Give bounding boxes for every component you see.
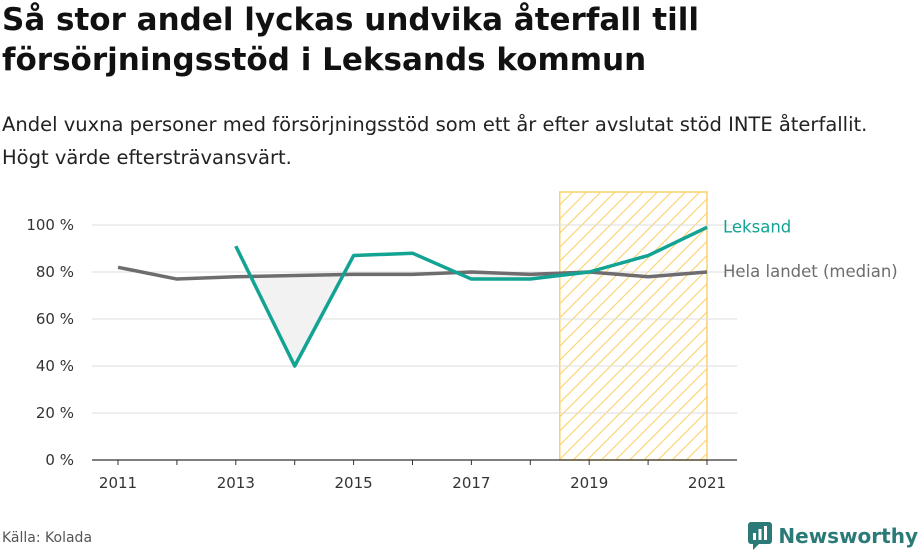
chart-subtitle: Andel vuxna personer med försörjningsstö… [2, 113, 868, 169]
x-tick-label: 2017 [452, 474, 490, 492]
source-note: Källa: Kolada [2, 530, 93, 546]
line-chart: 0 % 20 % 40 % 60 % 80 % 100 % 2011 2013 2015 2017… [26, 191, 898, 492]
below-median-area [250, 274, 344, 366]
y-tick-label: 20 % [36, 404, 74, 422]
x-tick-label: 2019 [570, 474, 608, 492]
x-tick-label: 2013 [217, 474, 255, 492]
x-tick-label: 2021 [688, 474, 726, 492]
y-tick-label: 60 % [36, 310, 74, 328]
series-line-leksand [234, 225, 708, 368]
x-tick-label: 2015 [335, 474, 373, 492]
newsworthy-logo-icon [748, 522, 773, 550]
newsworthy-brand-name: Newsworthy [778, 524, 918, 548]
series-line-hela-landet [117, 265, 708, 281]
chart-title: Så stor andel lyckas undvika återfall ti… [2, 2, 699, 78]
y-tick-label: 80 % [36, 263, 74, 281]
series-label-leksand: Leksand [723, 217, 791, 236]
highlight-band [559, 191, 708, 461]
y-tick-label: 100 % [26, 216, 74, 234]
x-tick-label: 2011 [99, 474, 137, 492]
y-tick-label: 40 % [36, 357, 74, 375]
newsworthy-logo: Newsworthy [747, 519, 918, 553]
y-tick-label: 0 % [45, 451, 74, 469]
series-label-hela-landet: Hela landet (median) [723, 262, 898, 281]
